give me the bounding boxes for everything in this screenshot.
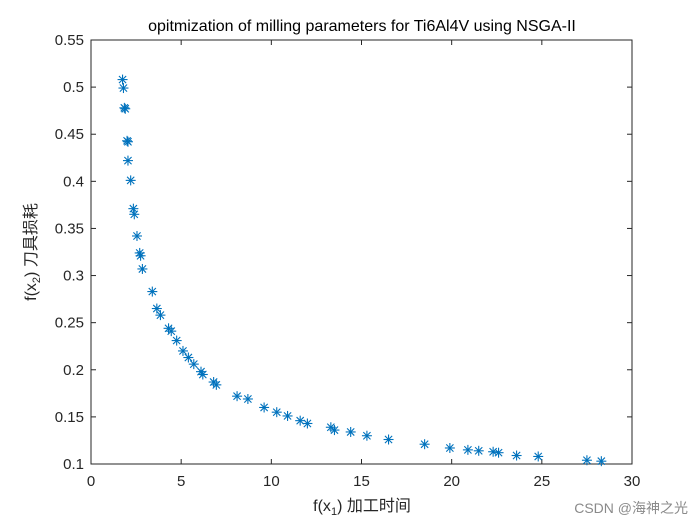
- y-axis-label-suffix: ) 刀具损耗: [22, 203, 40, 277]
- data-point: [361, 430, 372, 441]
- y-tick-label: 0.4: [63, 173, 84, 190]
- data-markers: [117, 74, 607, 467]
- y-axis-ticks: 0.1 0.15 0.2 0.25 0.3 0.35 0.4 0.45 0.5 0.55: [55, 32, 632, 473]
- y-tick-label: 0.25: [55, 315, 84, 332]
- data-point: [188, 359, 199, 370]
- data-point: [147, 286, 158, 297]
- data-point: [232, 391, 243, 402]
- x-tick-label: 15: [353, 473, 370, 490]
- data-point: [511, 450, 522, 461]
- data-point: [135, 250, 146, 261]
- y-axis-label-prefix: f(x: [23, 283, 40, 301]
- data-point: [155, 310, 166, 321]
- data-point: [302, 418, 313, 429]
- data-point: [329, 425, 340, 436]
- data-point: [177, 345, 188, 356]
- x-tick-label: 30: [624, 473, 641, 490]
- x-tick-label: 25: [533, 473, 550, 490]
- data-point: [117, 74, 128, 85]
- y-tick-label: 0.2: [63, 362, 84, 379]
- data-point: [259, 402, 270, 413]
- data-point: [533, 451, 544, 462]
- data-point: [345, 426, 356, 437]
- data-point: [383, 434, 394, 445]
- data-point: [120, 103, 131, 114]
- x-tick-label: 10: [263, 473, 280, 490]
- data-point: [151, 303, 162, 314]
- y-axis-label-subscript: 2: [31, 277, 43, 283]
- y-axis-label: f(x2) 刀具损耗: [22, 203, 43, 301]
- y-tick-label: 0.3: [63, 268, 84, 285]
- data-point: [131, 230, 142, 241]
- x-axis-ticks: 0 5 10 15 20 25 30: [87, 40, 641, 490]
- data-point: [462, 444, 473, 455]
- data-point: [171, 335, 182, 346]
- data-point: [282, 410, 293, 421]
- x-axis-label: f(x1) 加工时间: [313, 497, 411, 518]
- data-point: [197, 369, 208, 380]
- data-point: [166, 326, 177, 337]
- data-point: [125, 175, 136, 186]
- data-point: [183, 352, 194, 363]
- data-point: [493, 447, 504, 458]
- data-point: [596, 456, 607, 467]
- data-point: [129, 209, 140, 220]
- data-point: [137, 263, 148, 274]
- data-point: [419, 439, 430, 450]
- data-point: [271, 407, 282, 418]
- x-tick-label: 20: [443, 473, 460, 490]
- x-tick-label: 5: [177, 473, 185, 490]
- data-point: [444, 442, 455, 453]
- y-tick-label: 0.1: [63, 456, 84, 473]
- data-point: [295, 415, 306, 426]
- x-axis-label-subscript: 1: [331, 506, 337, 518]
- plot-area: [90, 39, 633, 465]
- data-point: [118, 83, 129, 94]
- y-tick-label: 0.45: [55, 126, 84, 143]
- data-point: [581, 455, 592, 466]
- data-point: [473, 445, 484, 456]
- data-point: [122, 136, 133, 147]
- y-tick-label: 0.5: [63, 79, 84, 96]
- axes-box: [90, 39, 633, 465]
- x-axis-label-suffix: ) 加工时间: [337, 497, 411, 515]
- data-point: [242, 393, 253, 404]
- chart-title: opitmization of milling parameters for T…: [148, 18, 576, 35]
- x-axis-label-prefix: f(x: [313, 498, 331, 515]
- y-tick-label: 0.15: [55, 409, 84, 426]
- watermark: CSDN @海神之光: [574, 500, 688, 516]
- x-tick-label: 0: [87, 473, 95, 490]
- y-tick-label: 0.35: [55, 220, 84, 237]
- data-point: [122, 155, 133, 166]
- y-tick-label: 0.55: [55, 32, 84, 49]
- data-point: [211, 379, 222, 390]
- data-point: [196, 366, 207, 377]
